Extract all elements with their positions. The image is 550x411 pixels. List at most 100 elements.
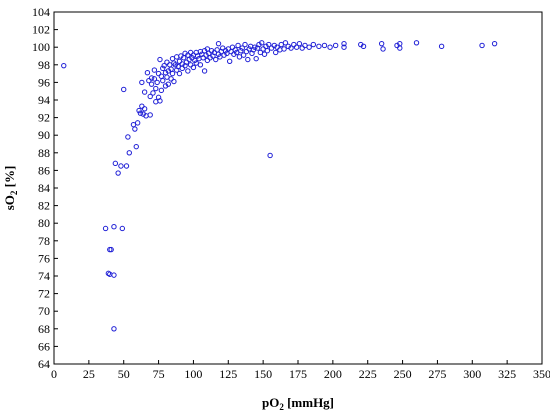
data-point <box>102 225 109 232</box>
data-point <box>296 40 303 47</box>
data-point <box>115 170 121 176</box>
data-point <box>151 76 158 82</box>
data-point <box>266 41 272 48</box>
data-point <box>243 48 250 55</box>
data-point <box>111 272 117 278</box>
data-point <box>137 110 144 116</box>
data-point <box>154 79 160 86</box>
data-point <box>378 40 385 47</box>
data-point <box>118 163 124 169</box>
x-tick-label: 100 <box>184 367 202 381</box>
data-point <box>310 41 317 48</box>
data-point <box>479 42 485 49</box>
axis-ticks: 0 25 50 75 100 125 150 175 200 225 250 275 300 325 350… <box>32 5 550 381</box>
data-point <box>282 40 289 46</box>
data-point <box>164 59 170 65</box>
data-point <box>261 51 268 57</box>
y-tick-label: 80 <box>38 216 50 230</box>
data-point <box>147 93 153 100</box>
x-tick-label: 75 <box>153 367 165 381</box>
x-tick-label: 175 <box>289 367 307 381</box>
data-point <box>299 45 305 51</box>
y-tick-label: 102 <box>32 23 50 37</box>
data-point <box>123 163 130 169</box>
data-point <box>268 45 275 51</box>
data-point <box>242 41 248 48</box>
data-point <box>239 45 245 51</box>
data-point <box>397 45 403 51</box>
data-point <box>327 44 333 50</box>
x-axis-title: pO2 [mmHg] <box>262 395 334 411</box>
data-point <box>197 62 204 68</box>
data-point <box>185 68 191 74</box>
y-tick-label: 96 <box>38 75 50 89</box>
x-tick-label: 350 <box>533 367 550 381</box>
data-point <box>139 79 145 86</box>
data-point <box>183 59 190 65</box>
data-point <box>321 42 328 49</box>
data-point <box>173 54 180 60</box>
data-point <box>252 44 258 50</box>
data-point <box>126 150 132 156</box>
data-point <box>281 46 287 52</box>
data-point <box>112 160 119 167</box>
y-tick-label: 88 <box>38 146 50 160</box>
data-point <box>200 55 206 61</box>
data-point <box>189 55 195 61</box>
data-point <box>274 44 280 50</box>
data-point <box>232 47 238 53</box>
data-point <box>169 70 176 77</box>
data-point <box>146 77 152 84</box>
y-tick-label: 74 <box>38 269 50 283</box>
data-point <box>157 56 163 63</box>
y-tick-label: 94 <box>38 93 50 107</box>
x-tick-label: 150 <box>254 367 272 381</box>
data-point <box>306 44 312 50</box>
data-point <box>171 78 177 85</box>
x-tick-label: 25 <box>83 367 95 381</box>
y-tick-label: 78 <box>38 234 50 248</box>
data-point <box>132 126 138 132</box>
data-point <box>139 103 145 109</box>
y-tick-label: 66 <box>38 339 50 353</box>
data-point <box>253 55 259 62</box>
data-point <box>165 81 172 87</box>
y-tick-label: 98 <box>38 58 50 72</box>
y-tick-label: 82 <box>38 199 50 213</box>
data-point <box>272 49 279 56</box>
data-point <box>161 62 167 69</box>
y-tick-label: 72 <box>38 287 50 301</box>
x-tick-label: 300 <box>463 367 481 381</box>
data-point <box>220 45 226 51</box>
data-point <box>264 48 271 54</box>
x-tick-label: 125 <box>219 367 237 381</box>
y-tick-label: 76 <box>38 251 50 265</box>
data-point <box>215 40 222 47</box>
data-point <box>148 75 155 81</box>
data-point <box>341 44 347 50</box>
y-tick-label: 100 <box>32 40 50 54</box>
data-points <box>61 40 498 332</box>
x-tick-label: 225 <box>359 367 377 381</box>
data-point <box>201 68 208 74</box>
y-tick-label: 64 <box>38 357 50 371</box>
y-tick-label: 70 <box>38 304 50 318</box>
x-tick-label: 275 <box>428 367 446 381</box>
data-point <box>238 48 244 54</box>
data-point <box>111 224 117 230</box>
data-point <box>176 70 183 77</box>
data-point <box>153 99 159 105</box>
data-point <box>341 40 347 47</box>
data-point <box>141 89 148 95</box>
y-tick-label: 84 <box>38 181 50 195</box>
y-tick-label: 92 <box>38 111 50 125</box>
data-point <box>226 58 233 64</box>
x-tick-label: 250 <box>394 367 412 381</box>
data-point <box>151 67 158 73</box>
data-point <box>158 87 165 94</box>
data-point <box>204 57 211 64</box>
data-point <box>136 107 142 114</box>
data-point <box>293 44 300 50</box>
data-point <box>157 98 163 104</box>
y-axis-title: sO2 [%] <box>2 166 19 211</box>
